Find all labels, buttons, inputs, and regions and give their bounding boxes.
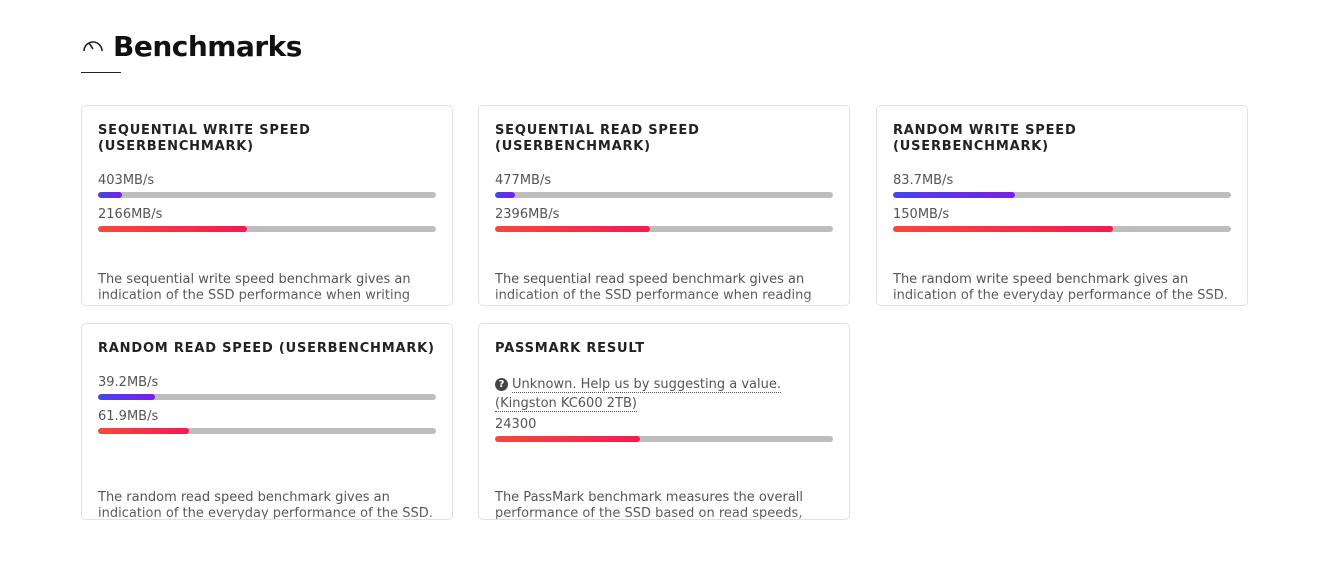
value-label: 83.7MB/s bbox=[893, 173, 954, 188]
bar-track bbox=[893, 192, 1231, 198]
bar-track bbox=[495, 436, 833, 442]
bar-fill bbox=[98, 428, 190, 434]
value-label: 24300 bbox=[495, 417, 537, 432]
title-rule bbox=[81, 72, 121, 73]
value-label: 150MB/s bbox=[893, 207, 950, 222]
bar-fill bbox=[893, 192, 1015, 198]
card-title: RANDOM READ SPEED (USERBENCHMARK) bbox=[98, 341, 435, 356]
card-title: SEQUENTIAL READ SPEED (USERBENCHMARK) bbox=[495, 123, 700, 154]
card-description: The sequential read speed benchmark give… bbox=[495, 272, 812, 305]
card-description: The random write speed benchmark gives a… bbox=[893, 272, 1228, 305]
page-title: Benchmarks bbox=[113, 30, 302, 63]
benchmark-card: SEQUENTIAL WRITE SPEED (USERBENCHMARK) 40… bbox=[81, 105, 453, 306]
suggest-link: Unknown. Help us by suggesting a value. … bbox=[495, 377, 781, 412]
benchmark-card: RANDOM WRITE SPEED (USERBENCHMARK) 83.7MB… bbox=[876, 105, 1248, 306]
bar-fill bbox=[98, 394, 156, 400]
value-label: 477MB/s bbox=[495, 173, 552, 188]
missing-value-note[interactable]: ? Unknown. Help us by suggesting a value.… bbox=[495, 375, 833, 413]
benchmark-card: RANDOM READ SPEED (USERBENCHMARK) 39.2MB/… bbox=[81, 323, 453, 520]
bar-track bbox=[495, 192, 833, 198]
bar-track bbox=[98, 226, 436, 232]
bar-track bbox=[495, 226, 833, 232]
card-title: SEQUENTIAL WRITE SPEED (USERBENCHMARK) bbox=[98, 123, 311, 154]
value-label: 2166MB/s bbox=[98, 207, 163, 222]
bar-track bbox=[98, 192, 436, 198]
value-label: 403MB/s bbox=[98, 173, 155, 188]
card-title: PASSMARK RESULT bbox=[495, 341, 645, 356]
bar-fill bbox=[98, 192, 122, 198]
bar-fill bbox=[495, 226, 651, 232]
value-label: 39.2MB/s bbox=[98, 375, 159, 390]
bar-track bbox=[893, 226, 1231, 232]
benchmark-card: PASSMARK RESULT? Unknown. Help us by sugg… bbox=[478, 323, 850, 520]
bar-fill bbox=[495, 192, 516, 198]
gauge-icon bbox=[83, 41, 103, 52]
value-label: 61.9MB/s bbox=[98, 409, 159, 424]
help-icon: ? bbox=[495, 378, 508, 391]
card-description: The sequential write speed benchmark giv… bbox=[98, 272, 411, 305]
bar-fill bbox=[495, 436, 641, 442]
card-title: RANDOM WRITE SPEED (USERBENCHMARK) bbox=[893, 123, 1077, 154]
bar-track bbox=[98, 428, 436, 434]
card-description: The PassMark benchmark measures the over… bbox=[495, 490, 804, 520]
bar-fill bbox=[98, 226, 247, 232]
value-label: 2396MB/s bbox=[495, 207, 560, 222]
card-description: The random read speed benchmark gives an… bbox=[98, 490, 433, 520]
bar-track bbox=[98, 394, 436, 400]
benchmark-card: SEQUENTIAL READ SPEED (USERBENCHMARK) 477… bbox=[478, 105, 850, 306]
bar-fill bbox=[893, 226, 1113, 232]
